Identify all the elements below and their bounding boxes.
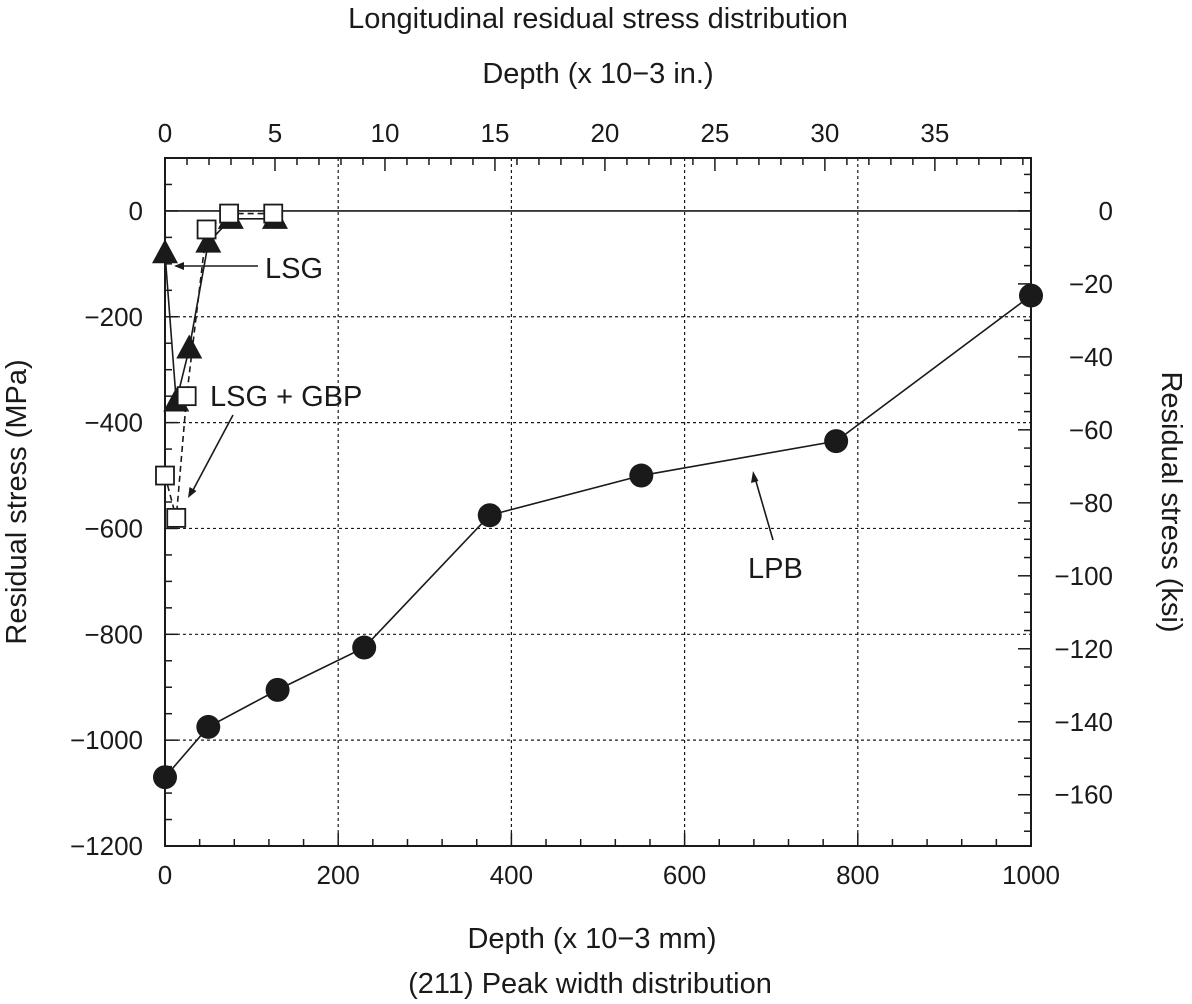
x-tick-label: 0: [158, 860, 172, 890]
y-tick-label: −800: [84, 619, 143, 649]
y2-tick-label: −140: [1054, 707, 1113, 737]
annotation-lsg-arrowhead: [174, 262, 184, 270]
data-point-lsg-gbp: [155, 465, 175, 486]
x2-tick-label: 35: [920, 118, 949, 148]
data-point-lsg-gbp: [166, 507, 187, 528]
data-point-lpb: [629, 463, 654, 488]
x2-tick-label: 0: [158, 118, 172, 148]
y2-axis-label: Residual stress (ksi): [1155, 371, 1187, 632]
data-point-lpb: [265, 677, 290, 702]
series-line-lpb: [164, 294, 1032, 778]
annotation-lsg-gbp-arrowhead: [188, 487, 197, 498]
annotation-lpb-pointer: [754, 477, 774, 541]
x-tick-label: 600: [663, 860, 706, 890]
annotations: LSG LSG + GBP LPB: [174, 253, 803, 585]
y2-tick-label: −40: [1069, 342, 1113, 372]
y2-tick-label: −20: [1069, 269, 1113, 299]
series-line-lsg: [164, 218, 275, 402]
x-tick-label: 400: [490, 860, 533, 890]
x-tick-label: 800: [836, 860, 879, 890]
data-series: [152, 203, 1043, 790]
y-tick-label: −400: [84, 408, 143, 438]
y2-tick-label: −60: [1069, 415, 1113, 445]
grid-lines: [165, 158, 1031, 846]
x2-tick-label: 30: [810, 118, 839, 148]
data-point-lpb: [1019, 283, 1043, 308]
y2-tick-label: −100: [1054, 561, 1113, 591]
y2-tick-label: −160: [1054, 780, 1113, 810]
y-axis-label: Residual stress (MPa): [1, 359, 33, 644]
x2-tick-label: 5: [268, 118, 282, 148]
y2-tick-label: −80: [1069, 488, 1113, 518]
x2-tick-label: 20: [590, 118, 619, 148]
series-line-lsg-gbp: [164, 212, 274, 519]
data-point-lpb: [824, 429, 849, 454]
data-point-lsg: [195, 228, 222, 253]
x2-tick-label: 15: [480, 118, 509, 148]
x-tick-label: 1000: [1002, 860, 1060, 890]
x2-tick-label: 25: [700, 118, 729, 148]
tick-marks: [164, 157, 1032, 847]
data-point-lsg-gbp: [219, 203, 239, 224]
annotation-lsg-gbp-pointer: [191, 414, 234, 493]
x2-axis-label: Depth (x 10−3 in.): [482, 58, 713, 90]
x-tick-label: 200: [317, 860, 360, 890]
data-point-lpb: [477, 503, 502, 528]
y2-tick-label: −120: [1054, 634, 1113, 664]
data-point-lpb: [352, 635, 377, 660]
data-point-lsg-gbp: [263, 203, 284, 224]
data-point-lpb: [153, 765, 177, 790]
y2-tick-label: 0: [1099, 196, 1113, 226]
y-tick-label: −200: [84, 302, 143, 332]
annotation-lpb: LPB: [748, 553, 803, 585]
x2-tick-label: 10: [371, 118, 400, 148]
y-tick-label: −1200: [70, 831, 143, 861]
data-point-lsg-gbp: [196, 219, 217, 240]
annotation-lsg: LSG: [265, 253, 323, 285]
y-tick-label: −600: [84, 513, 143, 543]
chart-subtitle: (211) Peak width distribution: [408, 968, 772, 1000]
chart-title: Longitudinal residual stress distributio…: [348, 3, 848, 35]
data-point-lsg: [152, 239, 178, 264]
annotation-lpb-arrowhead: [751, 471, 759, 483]
x-axis-label: Depth (x 10−3 mm): [467, 923, 716, 955]
y-tick-label: 0: [129, 196, 143, 226]
annotation-lsg-gbp: LSG + GBP: [210, 381, 362, 413]
data-point-lpb: [196, 714, 221, 739]
data-point-lsg: [176, 334, 203, 359]
y-tick-label: −1000: [70, 725, 143, 755]
data-point-lsg-gbp: [176, 386, 197, 407]
